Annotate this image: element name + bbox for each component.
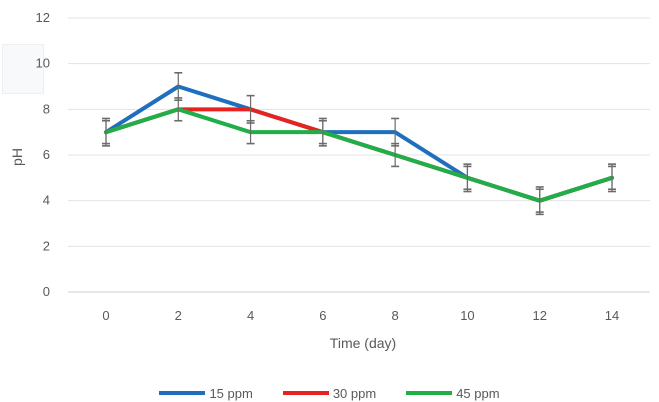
legend-item-2: 30 ppm: [282, 385, 377, 401]
y-tick-label-6: 6: [43, 147, 50, 162]
x-tick-label-10: 10: [460, 308, 474, 323]
legend-item-3: 45 ppm: [406, 385, 500, 401]
y-tick-label-12: 12: [36, 10, 50, 25]
legend: 15 ppm 30 ppm 45 ppm: [0, 384, 659, 402]
x-tick-label-0: 0: [102, 308, 109, 323]
x-tick-label-14: 14: [605, 308, 619, 323]
x-tick-label-4: 4: [247, 308, 254, 323]
x-tick-label-2: 2: [175, 308, 182, 323]
legend-item-1: 15 ppm: [159, 385, 253, 401]
y-tick-label-2: 2: [43, 238, 50, 253]
y-axis-title: pH: [9, 148, 25, 166]
legend-swatch-1: [159, 391, 206, 395]
legend-swatch-3: [406, 391, 453, 395]
legend-label-1: 15 ppm: [209, 385, 253, 401]
y-tick-label-8: 8: [43, 101, 50, 116]
legend-label-2: 30 ppm: [332, 385, 377, 401]
y-tick-label-10: 10: [36, 56, 50, 71]
x-tick-label-8: 8: [392, 308, 399, 323]
x-tick-label-6: 6: [319, 308, 326, 323]
legend-label-3: 45 ppm: [456, 385, 500, 401]
series-line-3: [104, 107, 614, 203]
y-tick-label-4: 4: [43, 193, 50, 208]
y-tick-label-0: 0: [43, 284, 50, 299]
x-axis-title: Time (day): [330, 335, 396, 351]
x-tick-label-12: 12: [532, 308, 546, 323]
legend-swatch-2: [282, 391, 329, 395]
line-chart: 0 2 4 6 8 10 12 0 2 4 6 8 10 12 14 Time (day) pH: [9, 10, 650, 351]
corner-box: [2, 44, 44, 94]
